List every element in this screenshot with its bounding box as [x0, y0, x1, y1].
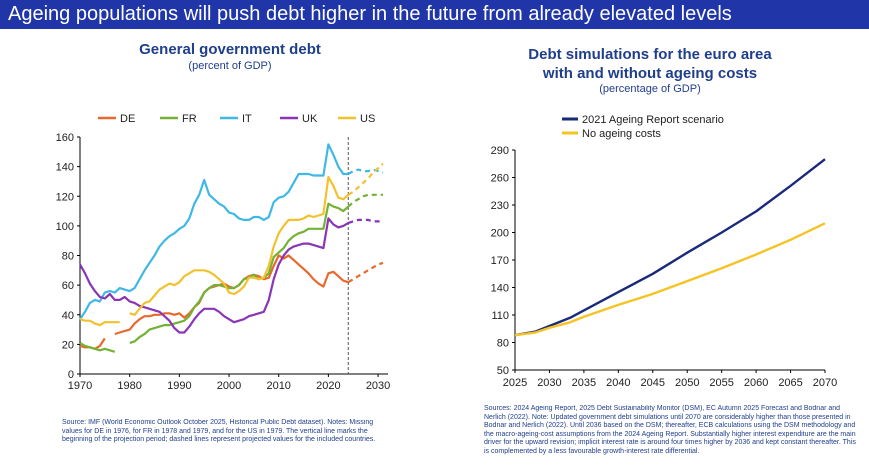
right-y-tick-label: 200 [491, 228, 509, 240]
series-line-ageing-report [514, 158, 826, 337]
series-projection-us [347, 162, 384, 196]
left-y-tick-label: 80 [62, 251, 74, 263]
series-line-us [129, 175, 350, 316]
legend-label-uk: UK [302, 113, 318, 125]
legend-label-us: US [360, 113, 375, 125]
series-line-uk [79, 217, 349, 334]
left-x-tick-label: 2010 [266, 380, 290, 392]
series-projection-de [347, 261, 384, 284]
right-x-tick-label: 2025 [503, 377, 527, 389]
series-line-us [79, 318, 120, 327]
right-source-note: Sources: 2024 Ageing Report, 2025 Debt S… [484, 405, 856, 455]
left-x-tick-label: 2000 [217, 380, 241, 392]
series-line-fr [79, 341, 116, 353]
left-chart-subtitle: (percent of GDP) [188, 60, 272, 72]
right-x-tick-label: 2040 [606, 377, 630, 389]
right-y-tick-label: 140 [491, 283, 509, 295]
left-x-tick-label: 1980 [117, 380, 141, 392]
left-y-tick-label: 100 [56, 221, 74, 233]
right-y-tick-label: 110 [491, 310, 509, 322]
left-chart-title: General government debt [139, 41, 321, 58]
series-line-it [79, 143, 349, 320]
right-y-tick-label: 80 [497, 338, 509, 350]
left-y-tick-label: 140 [56, 162, 74, 174]
left-y-tick-label: 20 [62, 339, 74, 351]
legend-label-fr: FR [182, 113, 197, 125]
series-projection-fr [347, 193, 383, 208]
left-x-tick-label: 2020 [316, 380, 340, 392]
right-y-tick-label: 230 [491, 200, 509, 212]
right-x-tick-label: 2050 [675, 377, 699, 389]
left-y-tick-label: 120 [56, 191, 74, 203]
right-chart-subtitle: (percentage of GDP) [599, 83, 701, 95]
legend-label-no-ageing-costs: No ageing costs [582, 128, 661, 140]
right-x-tick-label: 2070 [813, 377, 837, 389]
banner-title: Ageing populations will push debt higher… [8, 3, 732, 25]
left-x-tick-label: 1990 [167, 380, 191, 392]
right-chart-title-line2: with and without ageing costs [542, 65, 758, 82]
legend-label-ageing-report: 2021 Ageing Report scenario [582, 114, 724, 126]
left-y-tick-label: 40 [62, 310, 74, 322]
legend-label-de: DE [120, 113, 135, 125]
left-y-tick-label: 0 [68, 369, 74, 381]
series-projection-uk [347, 218, 383, 224]
left-y-tick-label: 160 [56, 132, 74, 144]
right-y-tick-label: 290 [491, 145, 509, 157]
series-projection-it [347, 168, 384, 175]
right-x-tick-label: 2055 [709, 377, 733, 389]
right-y-tick-label: 170 [491, 255, 509, 267]
right-y-tick-label: 50 [497, 365, 509, 377]
right-x-tick-label: 2065 [778, 377, 802, 389]
legend-label-it: IT [242, 113, 252, 125]
right-x-tick-label: 2030 [537, 377, 561, 389]
banner: Ageing populations will push debt higher… [0, 0, 869, 29]
series-line-fr [129, 202, 350, 344]
left-y-tick-label: 60 [62, 280, 74, 292]
left-source-note: Source: IMF (World Economic Outlook Octo… [62, 419, 376, 444]
right-x-tick-label: 2045 [641, 377, 665, 389]
series-line-no-ageing-costs [514, 222, 826, 337]
left-x-tick-label: 2030 [366, 380, 390, 392]
right-chart-title-line1: Debt simulations for the euro area [528, 46, 772, 63]
series-line-de [114, 254, 349, 336]
right-y-tick-label: 260 [491, 173, 509, 185]
right-x-tick-label: 2035 [572, 377, 596, 389]
left-x-tick-label: 1970 [68, 380, 92, 392]
right-x-tick-label: 2060 [744, 377, 768, 389]
